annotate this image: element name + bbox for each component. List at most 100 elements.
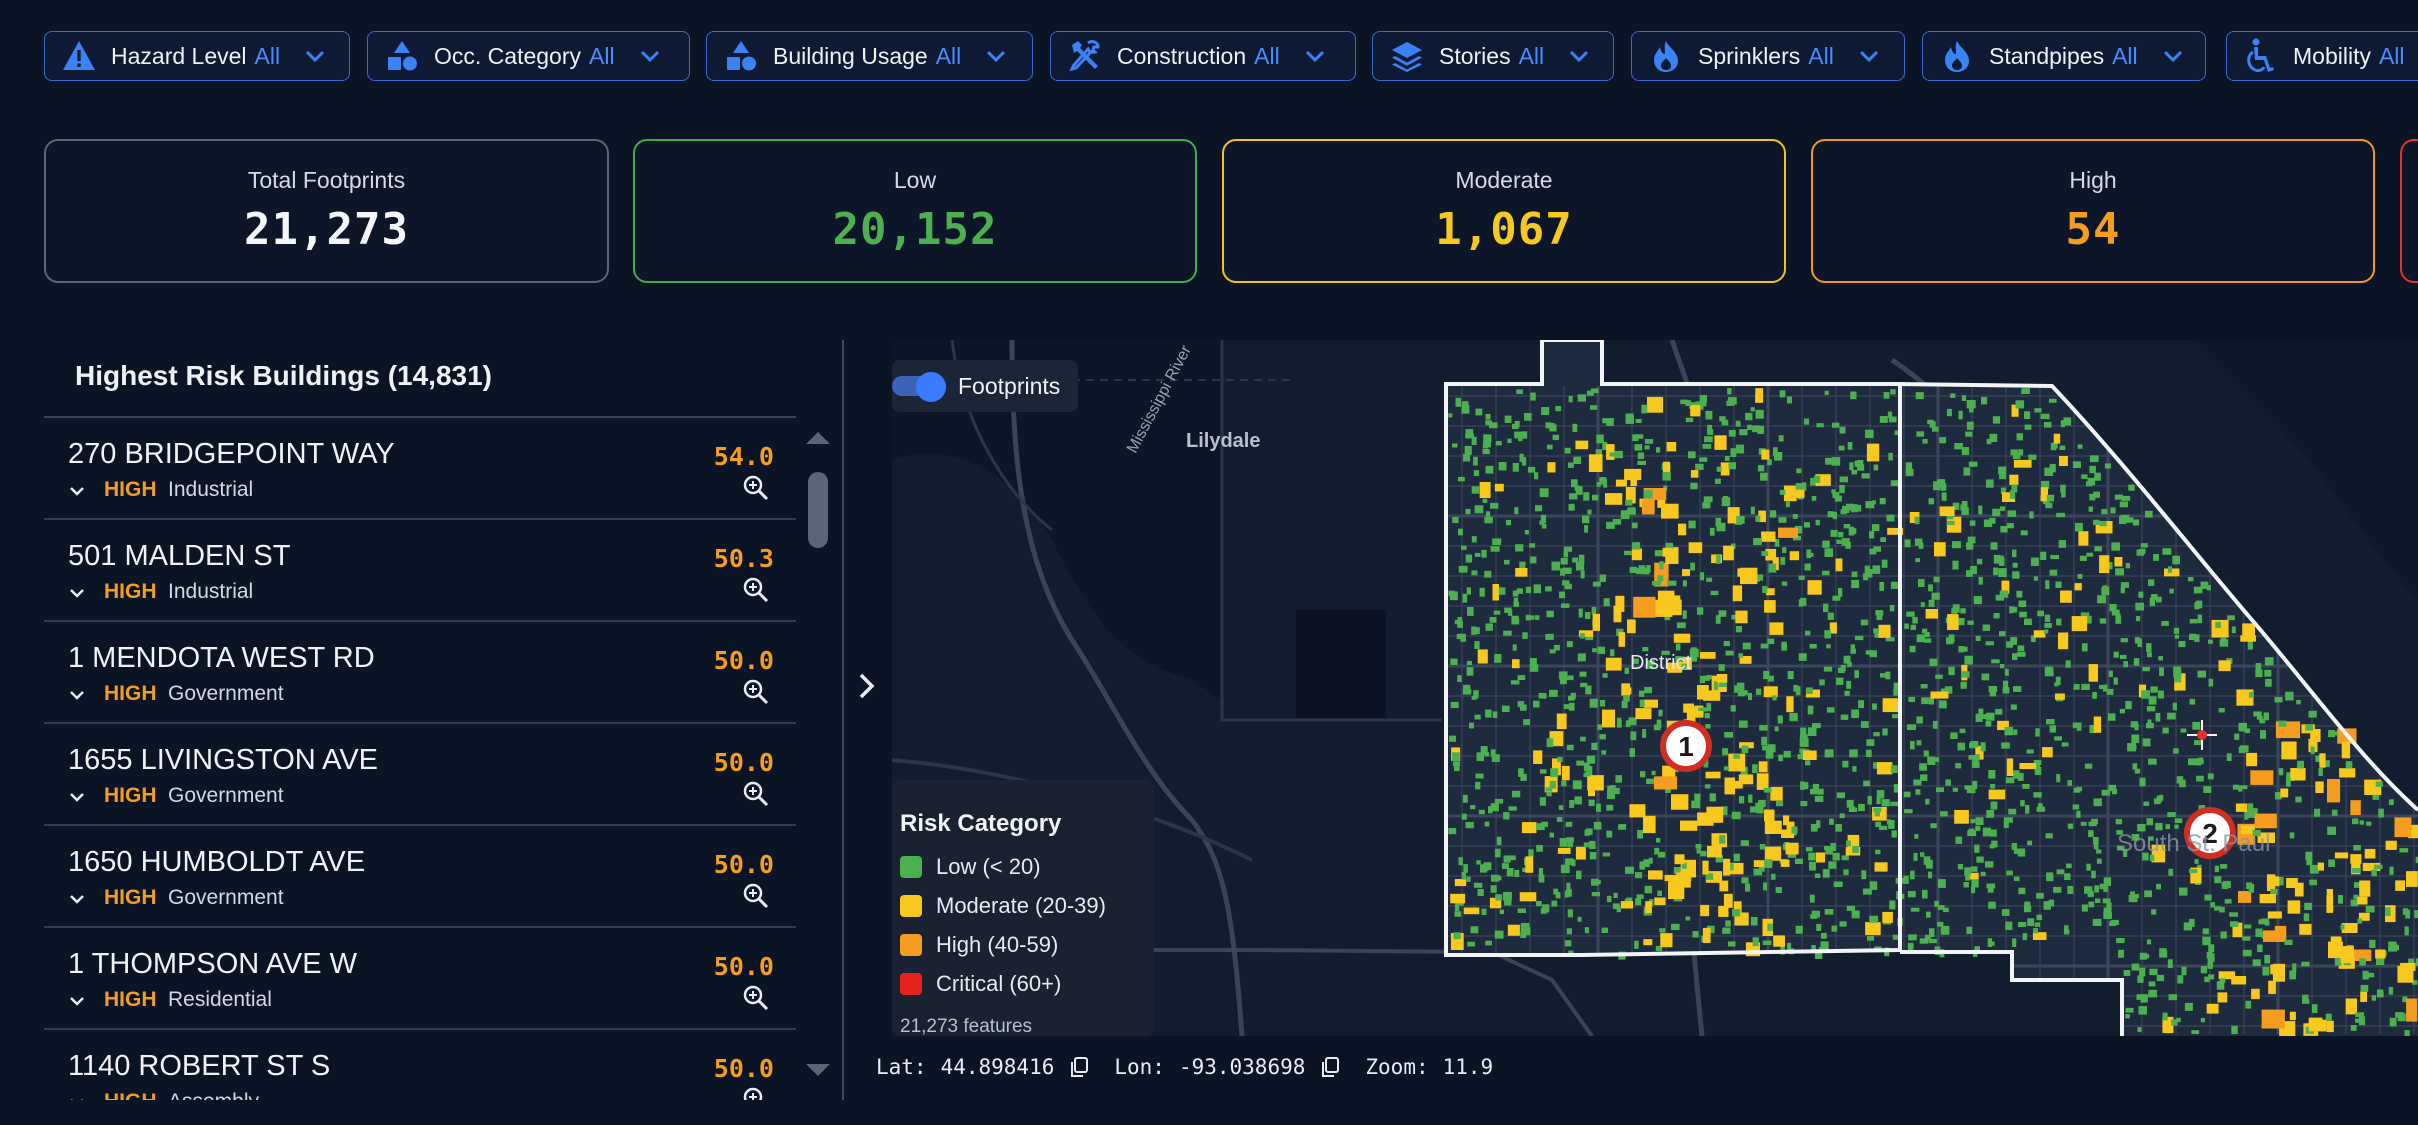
district-area-east — [1900, 384, 2418, 1036]
divider — [44, 416, 796, 418]
risk-level-badge: HIGH — [104, 886, 157, 909]
building-address: 1650 HUMBOLDT AVE — [68, 846, 366, 878]
occ-category-label: Occ. Category — [434, 42, 581, 69]
building-usage-filter[interactable]: Building Usage All — [706, 31, 1033, 81]
stat-card-low: Low 20,152 — [633, 139, 1197, 283]
stories-value: All — [1518, 42, 1545, 69]
occ-category-filter[interactable]: Occ. Category All — [367, 31, 690, 81]
mobility-label: Mobility — [2293, 42, 2371, 69]
legend-label: Low (< 20) — [936, 854, 1041, 879]
risk-list-item[interactable]: 1 MENDOTA WEST RD 50.0 HIGH Government — [44, 622, 796, 724]
chevron-down-icon — [1302, 43, 1328, 69]
accessibility-icon — [2243, 38, 2279, 74]
risk-score: 50.0 — [713, 850, 774, 879]
shapes-icon — [384, 38, 420, 74]
construction-filter[interactable]: Construction All — [1050, 31, 1356, 81]
risk-score: 50.0 — [713, 952, 774, 981]
legend-item-low: Low (< 20) — [900, 854, 1041, 880]
risk-level-badge: HIGH — [104, 784, 157, 807]
copy-icon[interactable] — [1068, 1056, 1090, 1078]
building-address: 1655 LIVINGSTON AVE — [68, 744, 379, 776]
stories-filter[interactable]: Stories All — [1372, 31, 1614, 81]
legend-item-critical: Critical (60+) — [900, 971, 1061, 997]
building-address: 1140 ROBERT ST S — [68, 1050, 331, 1082]
map-view[interactable]: 1 2 Mississippi River Lilydale District … — [892, 340, 2418, 1036]
building-usage-label: Building Usage — [773, 42, 928, 69]
building-usage: Industrial — [168, 478, 254, 501]
building-usage: Government — [168, 784, 284, 807]
zoom-to-icon[interactable] — [742, 576, 770, 604]
hazard-level-label: Hazard Level — [111, 42, 247, 69]
lat-label: Lat: — [876, 1055, 927, 1079]
stat-value: 54 — [2065, 204, 2121, 255]
filter-bar: Hazard Level All Occ. Category All Build… — [0, 0, 2418, 112]
marker-label: 2 — [2202, 818, 2218, 849]
stat-card-critical — [2400, 139, 2418, 283]
map-crosshair — [2187, 720, 2217, 750]
chevron-down-icon[interactable] — [68, 1094, 86, 1100]
zoom-to-icon[interactable] — [742, 984, 770, 1012]
lon-value: -93.038698 — [1178, 1055, 1306, 1079]
legend-feature-count: 21,273 features — [900, 1016, 1033, 1037]
risk-level-badge: HIGH — [104, 682, 157, 705]
legend-swatch — [900, 856, 922, 878]
scroll-up-arrow[interactable] — [806, 432, 830, 444]
chevron-down-icon[interactable] — [68, 890, 86, 908]
zoom-to-icon[interactable] — [742, 882, 770, 910]
chevron-down-icon[interactable] — [68, 482, 86, 500]
copy-icon[interactable] — [1319, 1056, 1341, 1078]
risk-score: 50.0 — [713, 1054, 774, 1083]
scroll-thumb[interactable] — [808, 472, 828, 548]
legend-item-high: High (40-59) — [900, 932, 1058, 958]
flame-icon — [1648, 38, 1684, 74]
footprints-toggle[interactable]: Footprints — [892, 360, 1078, 412]
legend-title: Risk Category — [900, 810, 1062, 837]
risk-score: 50.0 — [713, 646, 774, 675]
sprinklers-filter[interactable]: Sprinklers All — [1631, 31, 1905, 81]
chevron-down-icon[interactable] — [68, 992, 86, 1010]
hazard-level-value: All — [254, 42, 281, 69]
construction-label: Construction — [1117, 42, 1247, 69]
building-address: 1 THOMPSON AVE W — [68, 948, 357, 980]
zoom-to-icon[interactable] — [742, 780, 770, 808]
risk-list-item[interactable]: 1 THOMPSON AVE W 50.0 HIGH Residential — [44, 928, 796, 1030]
toggle-switch[interactable] — [892, 372, 946, 402]
shapes-icon — [723, 38, 759, 74]
building-address: 270 BRIDGEPOINT WAY — [68, 438, 395, 470]
chevron-down-icon[interactable] — [68, 788, 86, 806]
map-marker-2[interactable]: 2 — [2184, 807, 2236, 859]
highest-risk-panel: Highest Risk Buildings (14,831) 270 BRID… — [44, 340, 844, 1100]
risk-list-item[interactable]: 501 MALDEN ST 50.3 HIGH Industrial — [44, 520, 796, 622]
scroll-down-arrow[interactable] — [806, 1064, 830, 1076]
list-scrollbar[interactable] — [800, 428, 836, 1088]
chevron-down-icon[interactable] — [68, 584, 86, 602]
zoom-to-icon[interactable] — [742, 1086, 770, 1100]
legend-swatch — [900, 973, 922, 995]
panel-collapse-toggle[interactable] — [852, 666, 882, 706]
hazard-level-filter[interactable]: Hazard Level All — [44, 31, 350, 81]
risk-level-badge: HIGH — [104, 1090, 157, 1100]
chevron-down-icon — [2160, 43, 2186, 69]
risk-list-item[interactable]: 1650 HUMBOLDT AVE 50.0 HIGH Government — [44, 826, 796, 928]
building-usage: Government — [168, 682, 284, 705]
stories-label: Stories — [1439, 42, 1511, 69]
district-label: District — [1630, 652, 1692, 674]
risk-level-badge: HIGH — [104, 478, 157, 501]
chevron-down-icon — [302, 43, 328, 69]
toggle-knob — [916, 372, 946, 402]
zoom-to-icon[interactable] — [742, 474, 770, 502]
stat-card-high: High 54 — [1811, 139, 2375, 283]
standpipes-value: All — [2112, 42, 2138, 69]
chevron-down-icon[interactable] — [68, 686, 86, 704]
risk-list-item[interactable]: 270 BRIDGEPOINT WAY 54.0 HIGH Industrial — [44, 418, 796, 520]
building-usage: Residential — [168, 988, 272, 1011]
risk-list-item[interactable]: 1655 LIVINGSTON AVE 50.0 HIGH Government — [44, 724, 796, 826]
mobility-filter[interactable]: Mobility All — [2226, 31, 2418, 81]
risk-level-badge: HIGH — [104, 988, 157, 1011]
standpipes-filter[interactable]: Standpipes All — [1922, 31, 2206, 81]
stat-label: High — [2069, 167, 2117, 193]
risk-list-item[interactable]: 1140 ROBERT ST S 50.0 HIGH Assembly — [44, 1030, 796, 1100]
lon-label: Lon: — [1114, 1055, 1165, 1079]
map-marker-1[interactable]: 1 — [1660, 720, 1712, 772]
zoom-to-icon[interactable] — [742, 678, 770, 706]
